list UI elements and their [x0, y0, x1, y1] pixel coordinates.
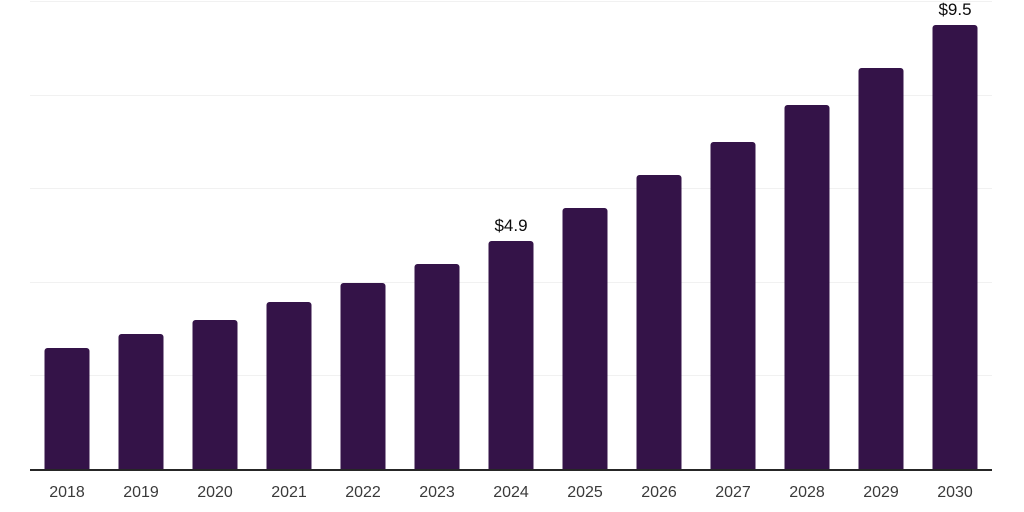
x-axis-labels: 2018 2019 2020 2021 2022 2023 2024 2025 2026 2027… — [30, 471, 992, 502]
bar-value-label: $4.9 — [494, 215, 528, 235]
bar-2028 — [784, 104, 830, 470]
bar-2029 — [858, 67, 904, 470]
x-axis-label: 2020 — [197, 484, 233, 501]
x-axis-label: 2030 — [937, 484, 973, 501]
bar-2021 — [266, 301, 312, 470]
bar-2024 — [488, 240, 534, 470]
gridline — [30, 94, 992, 96]
bar-2018 — [44, 348, 90, 470]
plot-area: $4.9 $9.5 — [30, 0, 992, 471]
bar-value-label: $9.5 — [938, 0, 972, 20]
bar-2020 — [192, 320, 238, 470]
bar-2019 — [118, 334, 164, 470]
bar-band — [326, 0, 400, 470]
bar-band — [400, 0, 474, 470]
bar-band — [844, 0, 918, 470]
gridline — [30, 1, 992, 2]
bar-band — [622, 0, 696, 470]
x-axis-label: 2019 — [123, 484, 159, 501]
bar-band — [770, 0, 844, 470]
bar-band: $9.5 — [918, 0, 992, 470]
bar-band — [252, 0, 326, 470]
x-axis-label: 2023 — [419, 484, 455, 501]
bar-2030 — [932, 25, 978, 470]
bar-2026 — [636, 175, 682, 470]
x-axis-label: 2022 — [345, 484, 381, 501]
x-axis-label: 2027 — [715, 484, 751, 501]
bar-band — [178, 0, 252, 470]
x-axis-label: 2029 — [863, 484, 899, 501]
bar-band: $4.9 — [474, 0, 548, 470]
x-axis-label: 2026 — [641, 484, 677, 501]
bar-2022 — [340, 282, 386, 470]
bar-2025 — [562, 207, 608, 470]
x-axis-line — [30, 469, 992, 471]
bar-band — [696, 0, 770, 470]
bar-2027 — [710, 142, 756, 470]
x-axis-label: 2024 — [493, 484, 529, 501]
bar-band — [30, 0, 104, 470]
x-axis-label: 2018 — [49, 484, 85, 501]
x-axis-label: 2028 — [789, 484, 825, 501]
x-axis-label: 2025 — [567, 484, 603, 501]
bar-band — [548, 0, 622, 470]
bars-row: $4.9 $9.5 — [30, 0, 992, 470]
gridline — [30, 188, 992, 190]
bar-2023 — [414, 264, 460, 470]
bar-band — [104, 0, 178, 470]
x-axis-label: 2021 — [271, 484, 307, 501]
